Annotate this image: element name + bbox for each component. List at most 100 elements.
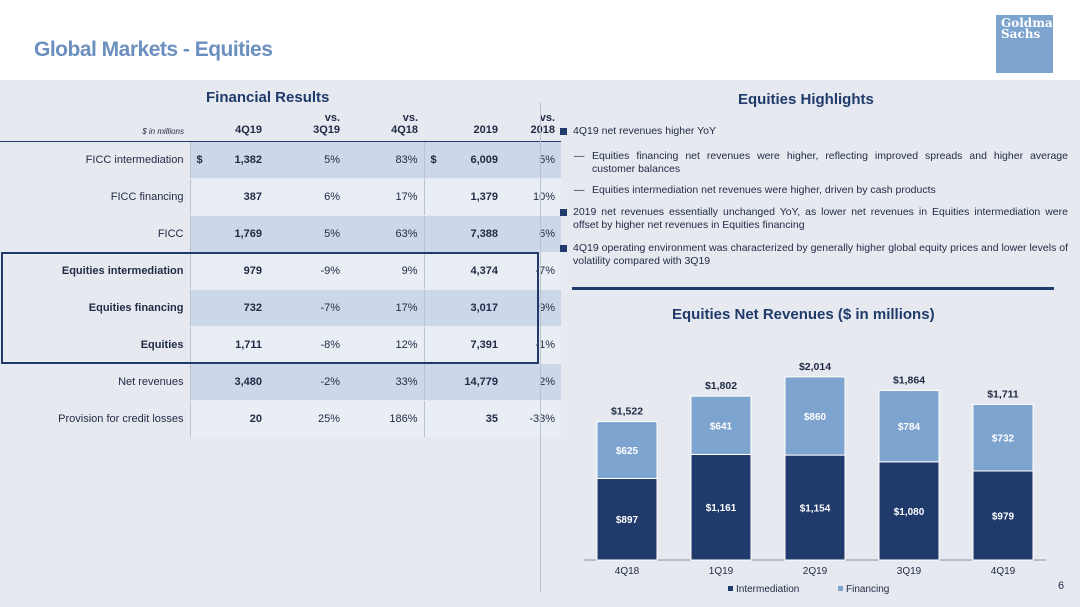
- square-bullet-icon: [560, 245, 567, 252]
- row-label: Net revenues: [0, 363, 190, 401]
- data-label-intermediation: $1,161: [706, 503, 737, 514]
- bar-intermediation: [596, 477, 658, 561]
- cell-vs-2018: 5%: [504, 141, 561, 179]
- header-bar: [0, 0, 1080, 80]
- legend-label: Financing: [846, 584, 889, 595]
- highlight-bullet-1: 4Q19 net revenues higher YoY: [560, 125, 1068, 138]
- vertical-divider: [540, 102, 541, 592]
- data-label-financing: $641: [710, 421, 733, 432]
- dash-icon: —: [574, 150, 585, 162]
- x-tick-label: 2Q19: [803, 566, 828, 577]
- data-label-intermediation: $1,154: [800, 504, 831, 515]
- row-label: Provision for credit losses: [0, 400, 190, 438]
- bar-intermediation: [690, 453, 752, 561]
- cell-4q19: 20: [189, 400, 268, 438]
- cell-2019: 3,017: [423, 289, 504, 327]
- cell-vs-3q19: 6%: [268, 178, 346, 216]
- cell-4q19: 387: [189, 178, 268, 216]
- data-label-intermediation: $897: [616, 515, 639, 526]
- highlights-title: Equities Highlights: [738, 91, 874, 108]
- total-label: $2,014: [799, 361, 831, 373]
- table-row: FICC 1,769 5% 63% 7,388 6%: [0, 215, 561, 253]
- row-label: Equities intermediation: [0, 252, 190, 290]
- cell-2019: 1,379: [423, 178, 504, 216]
- cell-vs-3q19: -7%: [268, 289, 346, 327]
- cell-vs-4q18: 9%: [346, 252, 424, 290]
- cell-vs-2018: 2%: [504, 363, 561, 401]
- cell-4q19: 979: [189, 252, 268, 290]
- cell-4q19: 732: [189, 289, 268, 327]
- section-rule: [572, 287, 1054, 290]
- data-label-intermediation: $979: [992, 512, 1015, 523]
- bar-intermediation: [878, 461, 940, 561]
- highlight-bullet-3: 4Q19 operating environment was character…: [560, 242, 1068, 267]
- cell-vs-3q19: 5%: [268, 215, 346, 253]
- cell-2019: 7,388: [423, 215, 504, 253]
- cell-4q19: 3,480: [189, 363, 268, 401]
- bar-financing: [596, 421, 658, 479]
- x-tick-label: 1Q19: [709, 566, 734, 577]
- cell-vs-3q19: -2%: [268, 363, 346, 401]
- data-label-intermediation: $1,080: [894, 507, 925, 518]
- bar-intermediation: [784, 454, 846, 561]
- cell-vs-4q18: 17%: [346, 178, 424, 216]
- cell-vs-3q19: 25%: [268, 400, 346, 438]
- cell-4q19: $1,382: [189, 141, 268, 179]
- legend-swatch: [728, 586, 733, 591]
- page-title: Global Markets - Equities: [34, 38, 273, 61]
- table-row: Equities 1,711 -8% 12% 7,391 -1%: [0, 326, 561, 364]
- table-row: Equities financing 732 -7% 17% 3,017 9%: [0, 289, 561, 327]
- cell-vs-4q18: 17%: [346, 289, 424, 327]
- cell-2019: 14,779: [423, 363, 504, 401]
- cell-2019: 4,374: [423, 252, 504, 290]
- equities-net-revenues-chart: $897 $625 $1,522 4Q18 $1,161 $641 $1,802 1Q19 $1…: [584, 361, 1046, 595]
- table-row: FICC intermediation $1,382 5% 83% $6,009 5%: [0, 141, 561, 179]
- bar-intermediation: [972, 470, 1034, 561]
- cell-vs-2018: 6%: [504, 215, 561, 253]
- row-label: Equities financing: [0, 289, 190, 327]
- square-bullet-icon: [560, 128, 567, 135]
- x-tick-label: 3Q19: [897, 566, 922, 577]
- units-label: $ in millions: [0, 108, 190, 142]
- dollar-sign: $: [430, 153, 437, 166]
- cell-vs-3q19: -9%: [268, 252, 346, 290]
- table-row: Provision for credit losses 20 25% 186% 35 -3…: [0, 400, 561, 438]
- col-header-4q19: 4Q19: [190, 108, 268, 142]
- financial-results-title: Financial Results: [206, 89, 330, 106]
- col-header-vs-2018: vs. 2018: [504, 108, 561, 142]
- cell-vs-2018: -1%: [504, 326, 561, 364]
- cell-vs-2018: 9%: [504, 289, 561, 327]
- highlight-bullet-2: 2019 net revenues essentially unchanged …: [560, 206, 1068, 231]
- cell-2019: $6,009: [423, 141, 504, 179]
- x-tick-label: 4Q18: [615, 566, 640, 577]
- legend-label: Intermediation: [736, 584, 799, 595]
- cell-vs-2018: 10%: [504, 178, 561, 216]
- cell-4q19: 1,711: [189, 326, 268, 364]
- data-label-financing: $784: [898, 422, 921, 433]
- highlight-sub-bullet-1b: — Equities intermediation net revenues w…: [574, 184, 936, 196]
- cell-2019: 7,391: [423, 326, 504, 364]
- logo-line1: Goldman: [1001, 16, 1062, 30]
- cell-vs-3q19: -8%: [268, 326, 346, 364]
- bar-financing: [690, 395, 752, 455]
- bar-financing: [878, 390, 940, 463]
- cell-4q19: 1,769: [189, 215, 268, 253]
- dollar-sign: $: [196, 153, 203, 166]
- logo-line2: Sachs: [1001, 27, 1041, 41]
- table-row: Equities intermediation 979 -9% 9% 4,374 -7%: [0, 252, 561, 290]
- row-label: FICC financing: [0, 178, 190, 216]
- cell-2019: 35: [423, 400, 504, 438]
- bar-financing: [784, 376, 846, 456]
- cell-vs-4q18: 83%: [346, 141, 424, 179]
- total-label: $1,802: [705, 380, 737, 392]
- col-header-vs-4q18: vs. 4Q18: [346, 108, 424, 142]
- legend-swatch: [838, 586, 843, 591]
- data-label-financing: $625: [616, 446, 639, 457]
- table-row: FICC financing 387 6% 17% 1,379 10%: [0, 178, 561, 216]
- data-label-financing: $860: [804, 412, 827, 423]
- cell-vs-4q18: 12%: [346, 326, 424, 364]
- row-label: FICC: [0, 215, 190, 253]
- col-header-vs-3q19: vs. 3Q19: [268, 108, 346, 142]
- data-label-financing: $732: [992, 434, 1015, 445]
- goldman-sachs-logo: Goldman Sachs: [996, 15, 1062, 73]
